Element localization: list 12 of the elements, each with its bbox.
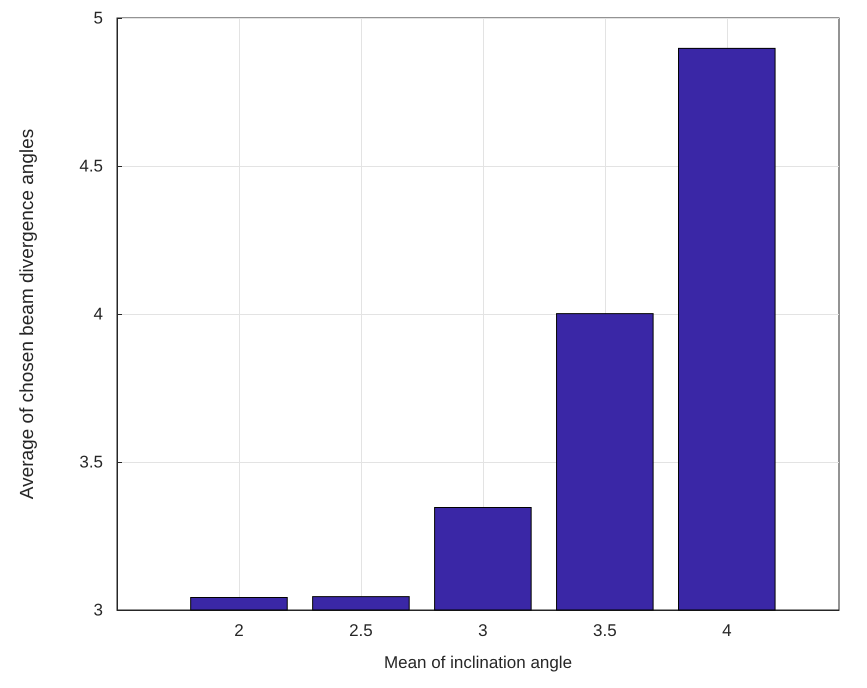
x-axis-title: Mean of inclination angle xyxy=(384,653,572,672)
x-tick-label: 3.5 xyxy=(593,621,617,640)
x-tick-label: 2 xyxy=(234,621,244,640)
x-tick-label: 2.5 xyxy=(349,621,373,640)
y-tick-label: 5 xyxy=(94,8,103,28)
y-tick-label: 4.5 xyxy=(79,156,103,176)
y-axis-title: Average of chosen beam divergence angles xyxy=(17,128,38,500)
y-tick-label: 4 xyxy=(94,304,103,324)
y-tick-label: 3.5 xyxy=(79,452,103,472)
x-tick-label: 3 xyxy=(478,621,488,640)
x-tick-label: 4 xyxy=(722,621,732,640)
y-tick-label: 3 xyxy=(94,600,103,620)
